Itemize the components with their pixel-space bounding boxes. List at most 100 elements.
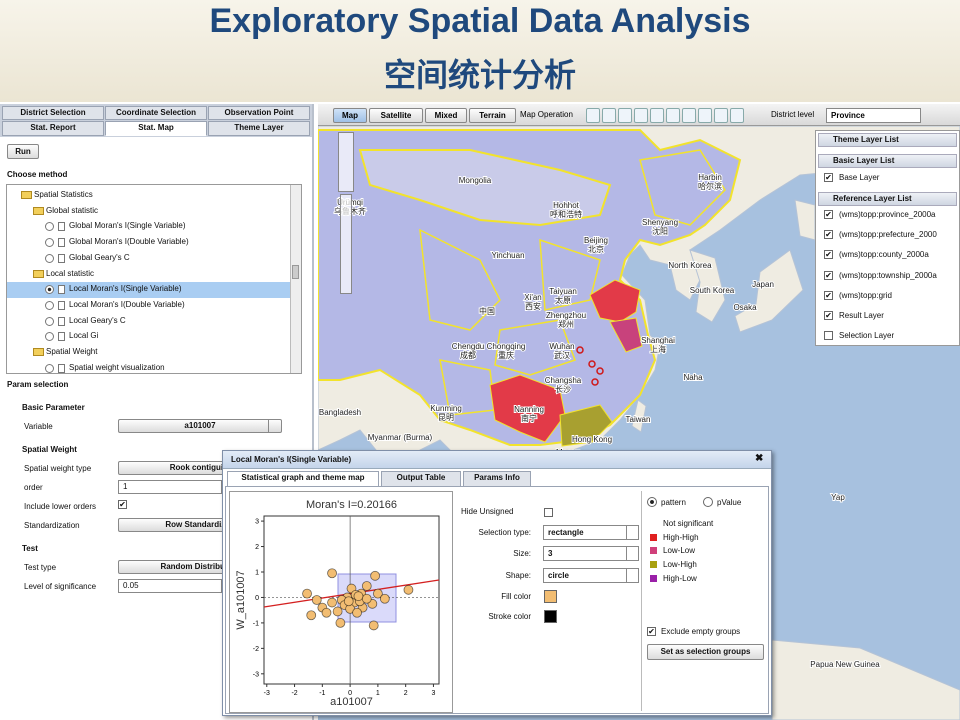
dropdown-arrow xyxy=(908,109,920,122)
doc-icon xyxy=(58,285,65,295)
tab[interactable]: Stat. Report xyxy=(2,121,104,136)
radio[interactable] xyxy=(647,497,657,507)
map-type-button[interactable]: Map xyxy=(333,108,367,123)
tab[interactable]: Observation Point xyxy=(208,106,310,120)
tab[interactable]: District Selection xyxy=(2,106,104,120)
checkbox[interactable]: ✔ xyxy=(824,210,833,219)
checkbox[interactable]: ✔ xyxy=(824,290,833,300)
checkbox[interactable]: ✔ xyxy=(824,270,833,280)
radio[interactable] xyxy=(45,316,54,326)
radio[interactable] xyxy=(45,300,54,310)
control-label: Size: xyxy=(513,549,531,558)
tool-icon[interactable] xyxy=(650,108,664,123)
tool-icon[interactable] xyxy=(666,108,680,123)
dropdown[interactable]: circle xyxy=(543,568,639,583)
doc-icon xyxy=(58,300,65,310)
place-label-local: 南宁 xyxy=(521,413,537,423)
place-label: Kunming xyxy=(430,404,462,413)
field-label: order xyxy=(24,483,43,492)
radio[interactable] xyxy=(45,222,54,232)
tree-item[interactable]: Local Geary's C xyxy=(69,315,126,325)
tree-node: Spatial Statistics xyxy=(34,190,93,199)
x-tick-label: -3 xyxy=(264,690,270,697)
dropdown[interactable]: rectangle xyxy=(543,525,639,540)
point xyxy=(311,595,322,605)
district-select[interactable]: Province xyxy=(826,108,921,123)
doc-icon xyxy=(58,238,65,248)
radio[interactable] xyxy=(45,253,54,263)
tree-item[interactable]: Global Moran's I(Double Variable) xyxy=(69,237,189,247)
section-title: Spatial Weight xyxy=(22,445,77,454)
checkbox[interactable]: ✔ xyxy=(824,311,833,320)
color-swatch[interactable] xyxy=(544,610,557,623)
layer-group-header[interactable]: Theme Layer List xyxy=(818,133,957,147)
radio[interactable] xyxy=(45,363,54,373)
tool-icon[interactable] xyxy=(682,108,696,123)
tree-item[interactable]: Spatial weight visualization xyxy=(69,362,165,372)
run-button[interactable]: Run xyxy=(7,144,39,159)
mongolia xyxy=(358,149,612,227)
tree-item[interactable]: Global Moran's I(Single Variable) xyxy=(69,221,186,231)
point xyxy=(332,606,343,617)
tool-icon[interactable] xyxy=(714,108,728,123)
map-type-button[interactable]: Satellite xyxy=(369,108,423,123)
checkbox[interactable]: ✔ xyxy=(824,250,833,260)
subtitle: 空间统计分析 xyxy=(383,57,576,93)
checkbox[interactable]: ✔ xyxy=(647,627,656,636)
tree-item[interactable]: Local Moran's I(Double Variable) xyxy=(69,299,185,309)
tool-icon[interactable] xyxy=(586,108,600,123)
checkbox[interactable] xyxy=(544,508,553,517)
tab[interactable]: Stat. Map xyxy=(105,121,207,136)
checkbox[interactable] xyxy=(824,331,833,341)
tree-item[interactable]: Local Gi xyxy=(69,331,99,341)
place-label: Shanghai xyxy=(641,336,675,345)
place-label: Harbin xyxy=(698,173,722,182)
folder-icon xyxy=(33,348,44,356)
scatter-plot[interactable]: Moran's I=0.20166 a101007 W_a101007 -3 -2 -1 0… xyxy=(230,492,452,712)
y-axis-label: W_a101007 xyxy=(235,570,247,629)
tab[interactable]: Params Info xyxy=(463,471,531,487)
tab[interactable]: Statistical graph and theme map xyxy=(227,471,379,487)
tree-item[interactable]: Local Moran's I(Single Variable) xyxy=(69,284,182,294)
dropdown[interactable]: 3 xyxy=(543,546,639,561)
doc-icon xyxy=(58,363,65,373)
map-type-button[interactable]: Terrain xyxy=(469,108,516,123)
pan-control[interactable] xyxy=(338,132,354,192)
tool-icon[interactable] xyxy=(634,108,648,123)
place-label: Beijing xyxy=(584,236,608,245)
tab[interactable]: Theme Layer xyxy=(208,121,310,136)
text-input[interactable]: 0.05 xyxy=(118,579,222,593)
zoom-bar[interactable] xyxy=(340,194,352,294)
map-canvas[interactable]: MongoliaÜrümqi乌鲁木齐YinchuanHohhot呼和浩特Beij… xyxy=(318,126,960,720)
dropdown[interactable]: a101007 xyxy=(118,419,282,433)
radio[interactable] xyxy=(703,497,713,507)
layer-group-header[interactable]: Basic Layer List xyxy=(818,154,957,168)
china xyxy=(318,129,742,446)
province xyxy=(639,149,726,226)
tree-node: Global statistic xyxy=(46,205,99,215)
checkbox[interactable]: ✔ xyxy=(118,500,127,509)
text-input[interactable]: 1 xyxy=(118,480,222,494)
radio[interactable] xyxy=(45,285,54,295)
checkbox[interactable]: ✔ xyxy=(824,173,833,182)
color-swatch[interactable] xyxy=(544,590,557,603)
tool-icon[interactable] xyxy=(730,108,744,123)
radio[interactable] xyxy=(45,238,54,248)
tool-icon[interactable] xyxy=(618,108,632,123)
tool-icon[interactable] xyxy=(602,108,616,123)
folder-icon xyxy=(21,191,32,199)
button[interactable]: Set as selection groups xyxy=(647,644,764,660)
checkbox[interactable]: ✔ xyxy=(824,230,833,240)
close-button[interactable]: ✖ xyxy=(755,453,764,464)
radio[interactable] xyxy=(45,332,54,342)
dialog-titlebar xyxy=(223,451,771,469)
tab[interactable]: Coordinate Selection xyxy=(105,106,207,120)
map-type-button[interactable]: Mixed xyxy=(425,108,467,123)
layer-group-header[interactable]: Reference Layer List xyxy=(818,192,957,206)
left-panel: District Selection Coordinate Selection Ob… xyxy=(0,104,314,720)
place-label: Japan xyxy=(752,280,774,289)
tool-icon[interactable] xyxy=(698,108,712,123)
tree-item[interactable]: Global Geary's C xyxy=(69,252,130,262)
tab[interactable]: Output Table xyxy=(381,471,461,487)
scroll-thumb xyxy=(292,265,299,279)
